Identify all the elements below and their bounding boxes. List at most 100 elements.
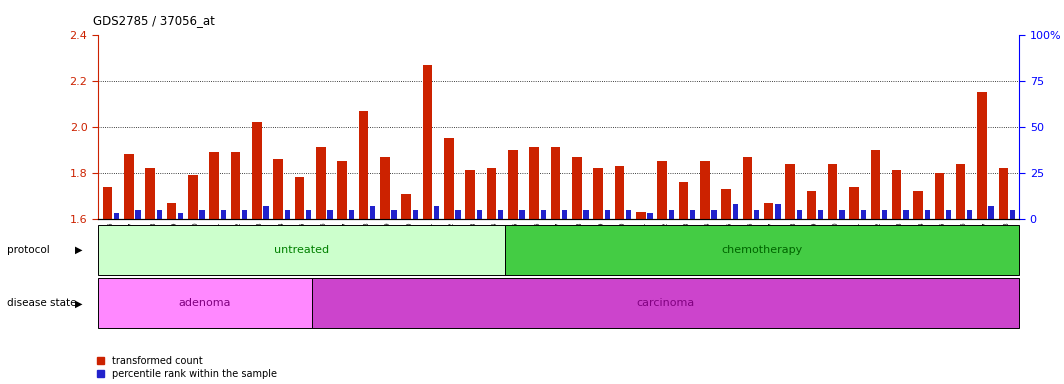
Bar — [413, 210, 418, 219]
Bar — [220, 210, 226, 219]
Bar — [434, 206, 439, 219]
Bar — [913, 191, 922, 219]
Bar — [146, 168, 155, 219]
Bar — [946, 210, 951, 219]
Text: disease state: disease state — [7, 298, 77, 308]
Bar — [572, 157, 582, 219]
Bar — [861, 210, 866, 219]
Bar — [988, 206, 994, 219]
Bar — [519, 210, 525, 219]
Bar — [263, 206, 268, 219]
Bar — [498, 210, 503, 219]
Text: GDS2785 / 37056_at: GDS2785 / 37056_at — [93, 14, 215, 27]
Bar — [925, 210, 930, 219]
Bar — [188, 175, 198, 219]
Bar — [721, 189, 731, 219]
Bar — [422, 65, 432, 219]
Bar — [401, 194, 411, 219]
Bar — [328, 210, 333, 219]
Bar — [156, 210, 162, 219]
Bar — [700, 161, 710, 219]
Bar — [903, 210, 909, 219]
Text: untreated: untreated — [273, 245, 329, 255]
Bar — [359, 111, 368, 219]
Text: adenoma: adenoma — [179, 298, 231, 308]
Bar — [199, 210, 204, 219]
Bar — [998, 168, 1008, 219]
Bar — [955, 164, 965, 219]
Bar — [711, 210, 716, 219]
Bar — [615, 166, 625, 219]
Bar — [870, 150, 880, 219]
Bar — [594, 168, 603, 219]
Bar — [465, 170, 475, 219]
Bar — [807, 191, 816, 219]
Bar — [370, 206, 376, 219]
Bar — [934, 173, 944, 219]
Bar — [337, 161, 347, 219]
Bar — [562, 210, 567, 219]
Bar — [668, 210, 674, 219]
Bar — [167, 203, 177, 219]
Bar — [1010, 210, 1015, 219]
Bar — [178, 214, 183, 219]
Bar — [818, 210, 824, 219]
Bar — [349, 210, 354, 219]
Bar — [306, 210, 312, 219]
Bar — [892, 170, 901, 219]
Bar — [505, 225, 1019, 275]
Bar — [231, 152, 240, 219]
Bar — [797, 210, 802, 219]
Bar — [444, 138, 453, 219]
Bar — [103, 187, 113, 219]
Bar — [455, 210, 461, 219]
Bar — [380, 157, 389, 219]
Bar — [839, 210, 845, 219]
Bar — [849, 187, 859, 219]
Bar — [658, 161, 667, 219]
Text: protocol: protocol — [7, 245, 50, 255]
Bar — [977, 92, 986, 219]
Bar — [754, 210, 760, 219]
Bar — [316, 147, 326, 219]
Bar — [541, 210, 546, 219]
Bar — [583, 210, 588, 219]
Bar — [882, 210, 887, 219]
Bar — [252, 122, 262, 219]
Bar — [242, 210, 247, 219]
Bar — [529, 147, 538, 219]
Bar — [210, 152, 219, 219]
Bar — [295, 177, 304, 219]
Bar — [392, 210, 397, 219]
Bar — [285, 210, 290, 219]
Bar — [273, 159, 283, 219]
Bar — [967, 210, 972, 219]
Legend: transformed count, percentile rank within the sample: transformed count, percentile rank withi… — [98, 356, 277, 379]
Text: ▶: ▶ — [74, 298, 82, 308]
Bar — [477, 210, 482, 219]
Bar — [764, 203, 774, 219]
Bar — [626, 210, 631, 219]
Bar — [508, 150, 517, 219]
Bar — [636, 212, 646, 219]
Bar — [743, 157, 752, 219]
Bar — [486, 168, 496, 219]
Bar — [689, 210, 695, 219]
Bar — [604, 210, 610, 219]
Bar — [647, 214, 652, 219]
Bar — [679, 182, 688, 219]
Bar — [776, 204, 781, 219]
Bar — [124, 154, 134, 219]
Bar — [550, 147, 561, 219]
Text: ▶: ▶ — [74, 245, 82, 255]
Bar — [135, 210, 140, 219]
Bar — [785, 164, 795, 219]
Text: chemotherapy: chemotherapy — [721, 245, 803, 255]
Bar — [732, 204, 737, 219]
Bar — [312, 278, 1019, 328]
Bar — [98, 225, 505, 275]
Bar — [114, 214, 119, 219]
Text: carcinoma: carcinoma — [636, 298, 695, 308]
Bar — [98, 278, 312, 328]
Bar — [828, 164, 837, 219]
